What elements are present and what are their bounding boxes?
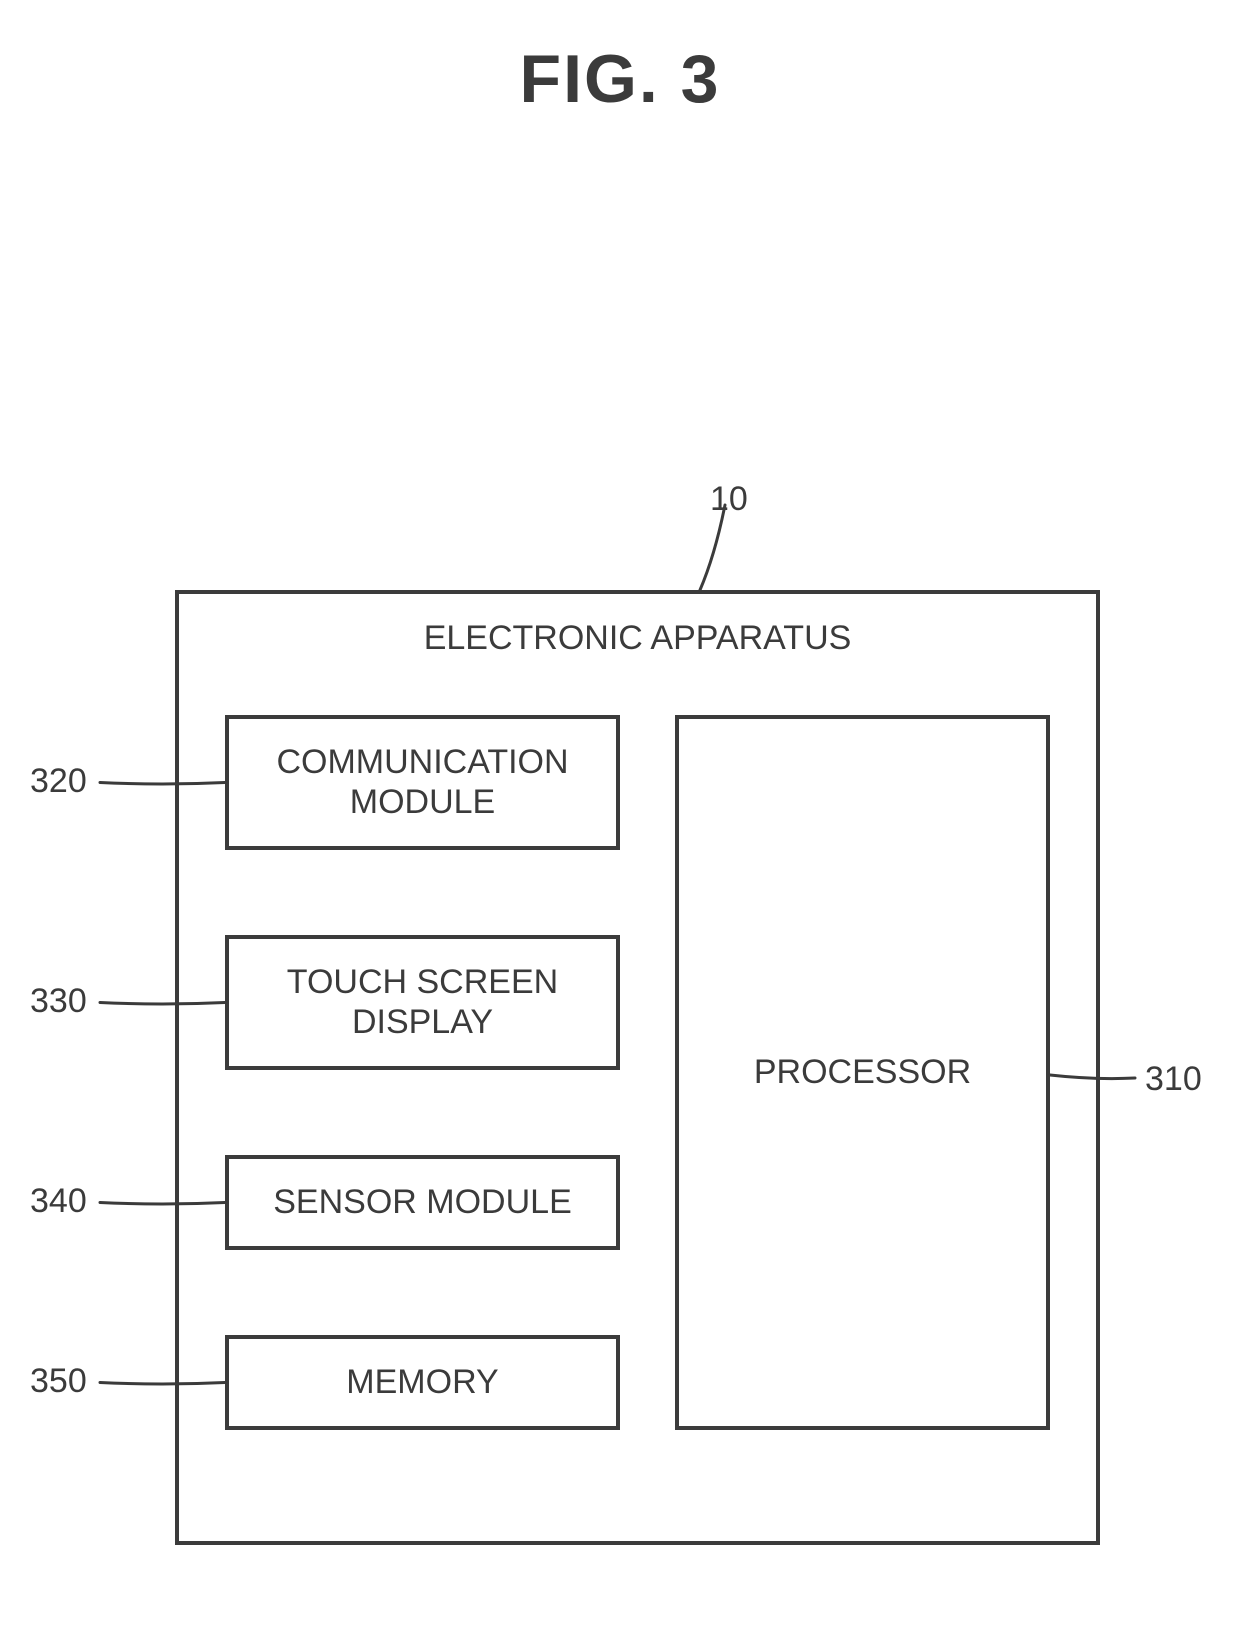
figure-title: FIG. 3 <box>0 40 1240 118</box>
ref-memory: 350 <box>30 1362 87 1401</box>
ref-touch: 330 <box>30 982 87 1021</box>
sensor-box: SENSOR MODULE <box>225 1155 620 1250</box>
memory-label: MEMORY <box>346 1363 498 1402</box>
comm-box: COMMUNICATION MODULE <box>225 715 620 850</box>
ref-main: 10 <box>710 480 748 519</box>
memory-box: MEMORY <box>225 1335 620 1430</box>
electronic-apparatus-label: ELECTRONIC APPARATUS <box>179 619 1096 658</box>
figure-canvas: FIG. 3 ELECTRONIC APPARATUS PROCESSOR 10… <box>0 0 1240 1637</box>
comm-label: COMMUNICATION MODULE <box>276 743 568 821</box>
ref-sensor: 340 <box>30 1182 87 1221</box>
ref-comm: 320 <box>30 762 87 801</box>
ref-processor: 310 <box>1145 1060 1202 1099</box>
processor-box: PROCESSOR <box>675 715 1050 1430</box>
sensor-label: SENSOR MODULE <box>273 1183 572 1222</box>
processor-label: PROCESSOR <box>754 1053 971 1092</box>
touch-box: TOUCH SCREEN DISPLAY <box>225 935 620 1070</box>
touch-label: TOUCH SCREEN DISPLAY <box>287 963 558 1041</box>
